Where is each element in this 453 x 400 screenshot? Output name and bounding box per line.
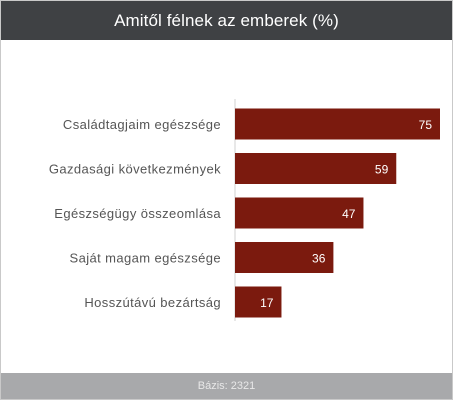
base-note: Bázis: 2321 [1, 373, 452, 399]
bar-4 [235, 242, 334, 273]
category-label-4: Saját magam egészsége [70, 251, 221, 266]
bar-3 [235, 197, 364, 229]
bars-layer: Családtagjaim egészsége 75 Gazdasági követ… [49, 108, 440, 318]
chart-title: Amitől félnek az emberek (%) [1, 1, 452, 40]
value-label-2: 59 [375, 163, 389, 177]
value-label-3: 47 [342, 207, 356, 221]
bar-chart: Családtagjaim egészsége 75 Gazdasági követ… [49, 99, 440, 321]
value-label-5: 17 [260, 296, 274, 310]
bar-2 [235, 153, 397, 184]
category-label-1: Családtagjaim egészsége [63, 117, 221, 132]
bar-5 [235, 286, 282, 318]
bar-1 [235, 108, 440, 140]
category-label-3: Egészségügy összeomlása [54, 206, 221, 221]
category-label-5: Hosszútávú bezártság [84, 295, 221, 310]
value-label-4: 36 [312, 252, 326, 266]
category-label-2: Gazdasági következmények [49, 162, 221, 177]
value-label-1: 75 [419, 118, 433, 132]
